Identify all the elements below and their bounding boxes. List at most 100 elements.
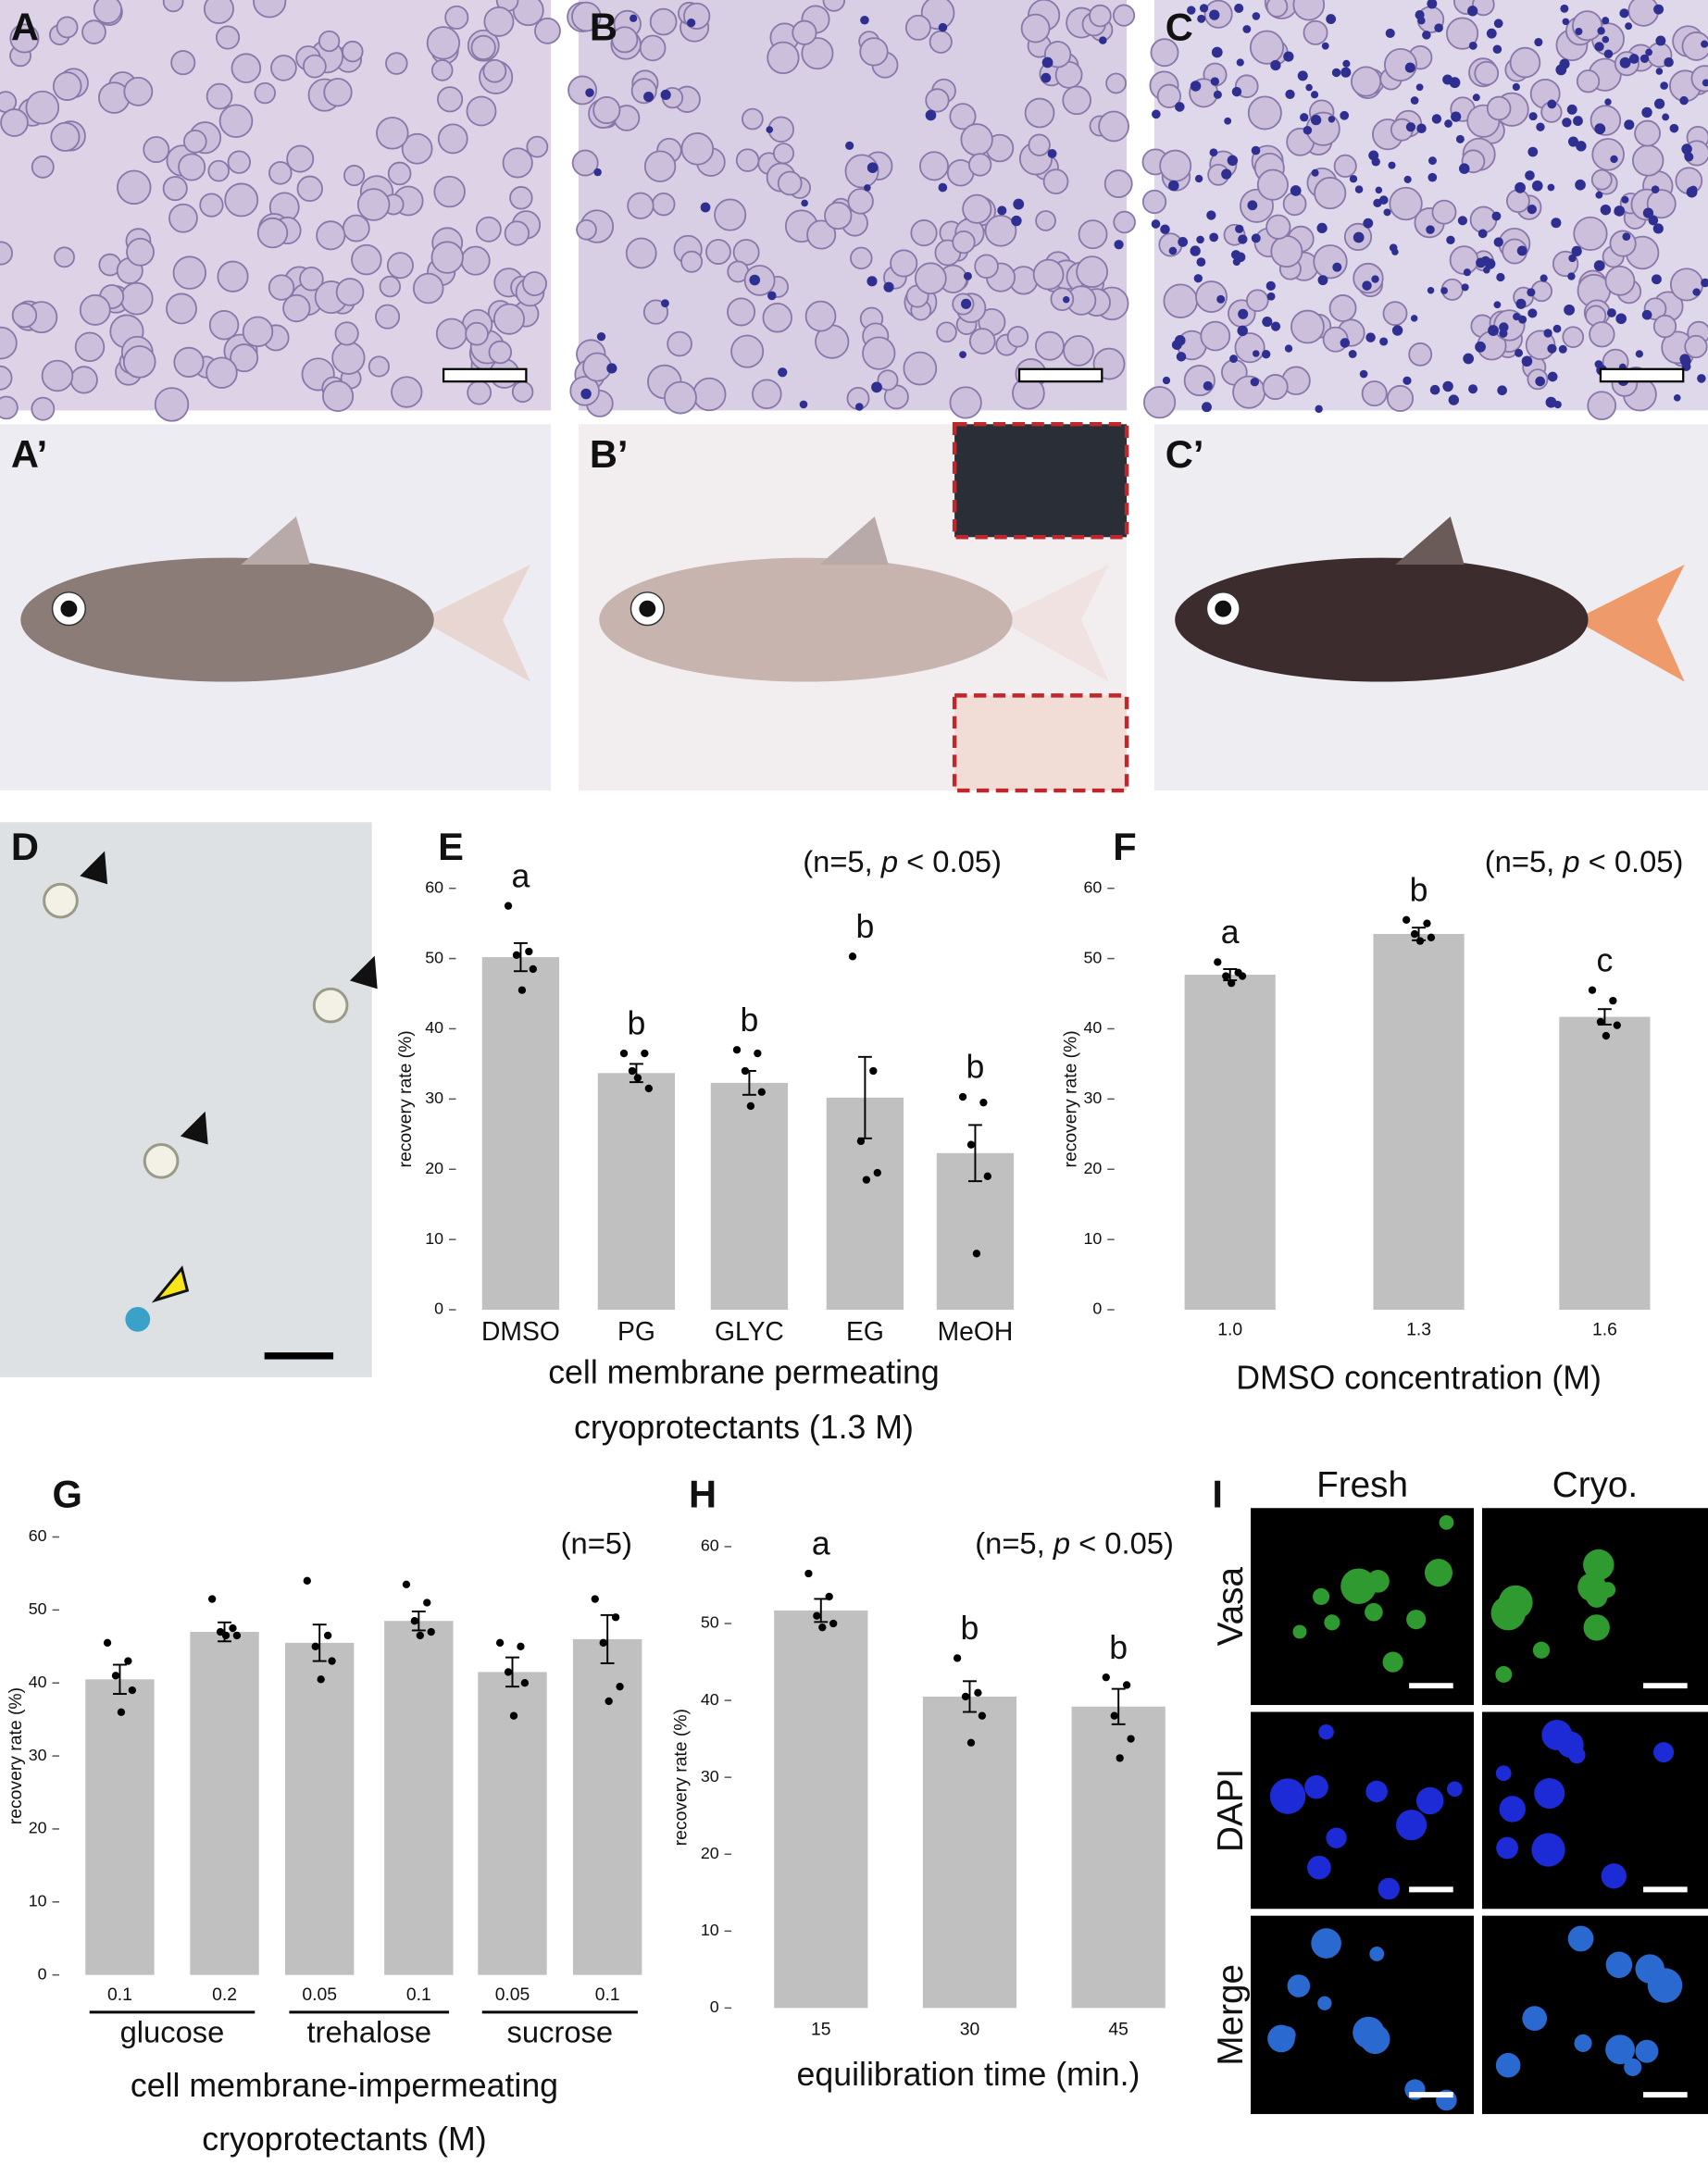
nucleus (1525, 170, 1535, 180)
data-point (1609, 996, 1617, 1005)
cell (1604, 265, 1636, 296)
nucleus (1679, 95, 1689, 106)
nucleus (1247, 200, 1258, 211)
y-tick-label: 30 (29, 1746, 47, 1764)
nucleus (1283, 51, 1294, 62)
nucleus (1534, 37, 1543, 47)
data-point (311, 1642, 319, 1650)
cell (483, 6, 515, 37)
chart: 0 10 20 30 40 50 60 recovery rate (%) 15 a 30 b 45 b e… (671, 1525, 1174, 2094)
nucleus (1468, 41, 1477, 50)
y-tick-label: 50 (1083, 948, 1102, 966)
bar (190, 1632, 259, 1975)
nucleus (1491, 211, 1502, 221)
nucleus (1566, 104, 1577, 115)
cell (1340, 1568, 1377, 1604)
x-tick-label: 15 (811, 2019, 831, 2039)
nucleus (660, 89, 671, 101)
data-point (644, 1084, 653, 1093)
cell (460, 245, 491, 276)
nucleus (1448, 394, 1460, 405)
x-tick-label: 0.05 (495, 1985, 530, 2005)
cell (1006, 326, 1029, 348)
nucleus (1515, 181, 1526, 193)
cell (847, 188, 874, 215)
nucleus (1576, 141, 1587, 152)
data-point (1613, 1021, 1621, 1029)
fish-dorsal (1395, 516, 1465, 566)
nucleus (596, 332, 606, 342)
cell (154, 387, 190, 422)
nucleus (630, 14, 638, 22)
annotation-part: p (880, 844, 898, 878)
nucleus (1527, 205, 1537, 215)
cell (93, 0, 122, 24)
cell (41, 359, 74, 392)
nucleus (1416, 123, 1427, 133)
nucleus (1536, 122, 1545, 131)
cell (1574, 2034, 1592, 2052)
cell (430, 241, 464, 274)
nucleus (1252, 12, 1261, 20)
data-point (117, 1708, 126, 1716)
cell (1653, 1742, 1675, 1763)
cell (0, 108, 29, 137)
data-point (641, 1049, 649, 1058)
cell (1312, 1587, 1330, 1605)
nucleus (1403, 376, 1412, 385)
x-tick-label: 1.3 (1406, 1319, 1431, 1339)
cell (475, 216, 502, 243)
annotation-part: (n=5, (803, 844, 881, 878)
cell (952, 230, 976, 255)
cell (1576, 69, 1601, 93)
cell (772, 143, 795, 165)
data-point (517, 986, 527, 994)
nucleus (1488, 325, 1499, 336)
y-tick-label: 30 (701, 1767, 719, 1786)
data-point (741, 1066, 750, 1076)
nucleus (1187, 6, 1196, 15)
nucleus (1444, 119, 1452, 128)
cell (920, 0, 955, 31)
cell (282, 293, 311, 323)
nucleus (1238, 308, 1249, 319)
nucleus (1545, 396, 1557, 408)
bar (478, 1672, 547, 1975)
nucleus (687, 19, 696, 28)
panel-label: B (590, 6, 617, 49)
cell (1469, 205, 1498, 234)
cell (664, 380, 697, 415)
nucleus (961, 298, 972, 309)
cell (1627, 0, 1660, 27)
row-label: Merge (1211, 1964, 1251, 2066)
nucleus (1614, 207, 1622, 216)
cell (1365, 1780, 1388, 1803)
cell (31, 155, 55, 179)
cell (1631, 144, 1664, 177)
nucleus (1527, 288, 1536, 297)
nucleus (1373, 198, 1382, 208)
nucleus (1162, 376, 1171, 385)
nucleus (1483, 266, 1490, 274)
cell (592, 95, 621, 125)
fish-pupil (1215, 600, 1232, 617)
cell (385, 52, 408, 75)
data-point (953, 1654, 962, 1662)
nucleus (1652, 274, 1662, 285)
panel-label: F (1113, 825, 1136, 868)
cell (511, 380, 534, 404)
nucleus (1404, 62, 1415, 73)
nucleus (1326, 14, 1337, 24)
nucleus (1199, 4, 1209, 13)
cell (1496, 1836, 1518, 1860)
cell (714, 198, 747, 231)
data-point (813, 1611, 821, 1620)
data-point (961, 1692, 970, 1701)
nucleus (1252, 350, 1260, 357)
data-point (873, 1168, 881, 1177)
nucleus (1459, 163, 1470, 174)
nucleus (1354, 185, 1364, 193)
nucleus (585, 88, 594, 97)
cell (1042, 168, 1069, 194)
x-tick-label: 0.1 (595, 1985, 620, 2005)
